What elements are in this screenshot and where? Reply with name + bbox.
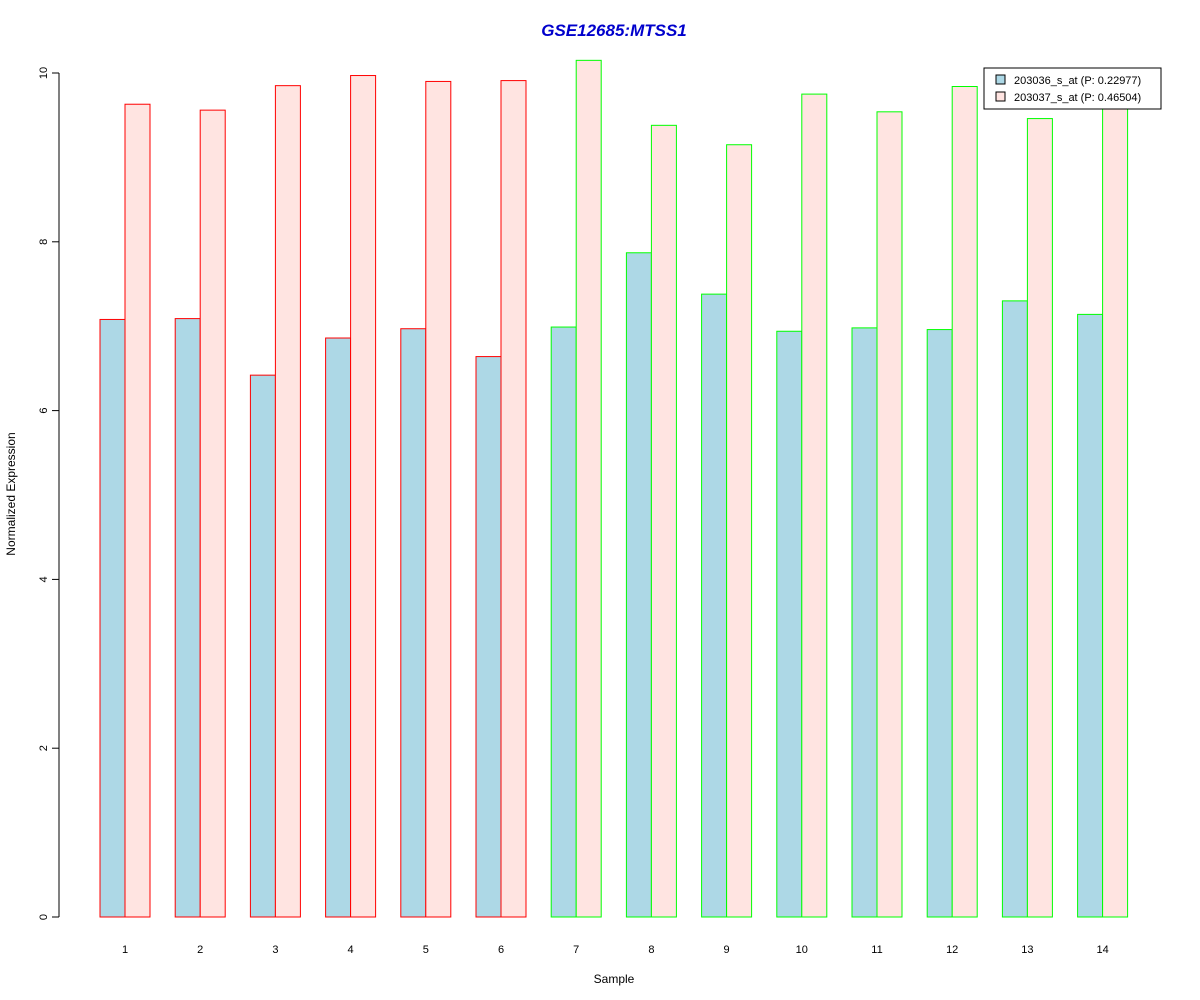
x-tick-label: 2 (197, 944, 203, 956)
bar-series2-sample-8 (650, 124, 677, 918)
legend-swatch-2 (995, 91, 1006, 102)
bar-series2-sample-12 (951, 86, 978, 918)
legend-label-2: 203037_s_at (P: 0.46504) (1014, 92, 1141, 104)
bar-series2-sample-4 (350, 75, 377, 918)
chart-title: GSE12685:MTSS1 (541, 21, 687, 40)
x-tick-label: 9 (724, 944, 730, 956)
bar-series2-sample-13 (1026, 118, 1053, 918)
bar-series1-sample-13 (1001, 300, 1028, 918)
legend: 203036_s_at (P: 0.22977) 203037_s_at (P: … (983, 67, 1162, 110)
x-tick-label: 6 (498, 944, 504, 956)
legend-swatch-1 (995, 74, 1006, 85)
bar-series1-sample-11 (851, 327, 878, 918)
x-axis-title: Sample (594, 972, 635, 986)
bar-series2-sample-11 (876, 111, 903, 918)
legend-label-1: 203036_s_at (P: 0.22977) (1014, 75, 1141, 87)
y-axis-title: Normalized Expression (4, 432, 18, 555)
bar-series1-sample-9 (701, 293, 728, 918)
x-tick-label: 14 (1096, 944, 1108, 956)
bar-series2-sample-9 (726, 144, 753, 918)
bar-series2-sample-2 (199, 109, 226, 918)
x-tick-label: 1 (122, 944, 128, 956)
y-tick-label: 6 (38, 408, 50, 414)
bar-series1-sample-2 (174, 318, 201, 918)
bar-series1-sample-10 (776, 330, 803, 918)
bar-series2-sample-1 (124, 103, 151, 918)
x-tick-label: 8 (648, 944, 654, 956)
bar-series2-sample-3 (274, 85, 301, 918)
y-tick-label: 0 (38, 914, 50, 920)
bar-series2-sample-6 (500, 80, 527, 918)
y-tick-label: 10 (38, 67, 50, 79)
bar-series1-sample-7 (550, 326, 577, 918)
bar-series1-sample-4 (325, 337, 352, 918)
bar-series2-sample-5 (425, 80, 452, 918)
bars-layer (99, 59, 1129, 918)
bar-series1-sample-6 (475, 356, 502, 918)
x-tick-label: 10 (796, 944, 808, 956)
bar-series2-sample-14 (1102, 96, 1129, 918)
bar-series2-sample-10 (801, 93, 828, 918)
bar-series1-sample-8 (625, 252, 652, 918)
y-tick-label: 2 (38, 745, 50, 751)
x-tick-label: 3 (272, 944, 278, 956)
bar-series2-sample-7 (575, 59, 602, 918)
bar-series1-sample-12 (926, 329, 953, 918)
x-tick-label: 7 (573, 944, 579, 956)
x-tick-label: 5 (423, 944, 429, 956)
legend-box (983, 67, 1162, 110)
bar-series1-sample-3 (249, 374, 276, 918)
y-axis: 0 2 4 6 8 10 (38, 67, 60, 920)
bar-series1-sample-1 (99, 318, 126, 918)
y-tick-label: 4 (38, 576, 50, 582)
y-tick-label: 8 (38, 239, 50, 245)
x-tick-labels: 1 2 3 4 5 6 7 8 9 10 11 12 13 14 (122, 944, 1109, 956)
bar-series1-sample-5 (400, 328, 427, 918)
x-tick-label: 4 (348, 944, 354, 956)
x-tick-label: 13 (1021, 944, 1033, 956)
bar-series1-sample-14 (1077, 313, 1104, 918)
x-tick-label: 12 (946, 944, 958, 956)
x-tick-label: 11 (871, 944, 882, 956)
